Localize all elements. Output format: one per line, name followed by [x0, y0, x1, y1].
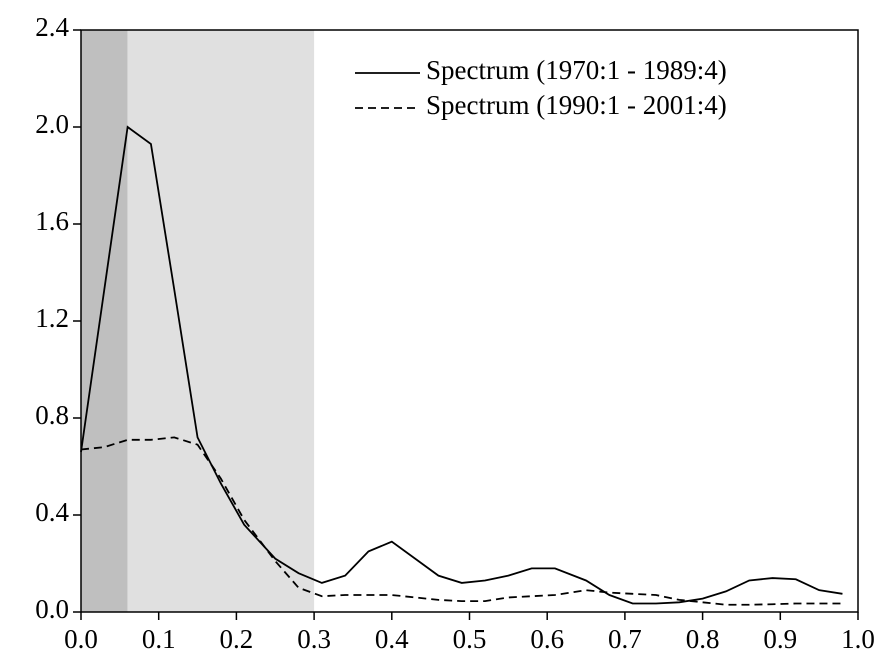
x-tick-label: 0.6: [530, 624, 564, 654]
x-tick-label: 0.1: [142, 624, 176, 654]
x-tick-label: 0.2: [220, 624, 254, 654]
series-line: [80, 125, 843, 605]
legend-label: Spectrum (1970:1 - 1989:4): [426, 55, 727, 85]
x-tick-label: 0.5: [453, 624, 487, 654]
y-tick-label: 0.8: [35, 400, 69, 430]
y-tick-label: 0.0: [35, 594, 69, 624]
x-tick-label: 0.3: [297, 624, 331, 654]
shaded-band: [127, 30, 315, 612]
x-tick-label: 1.0: [841, 624, 875, 654]
legend-label: Spectrum (1990:1 - 2001:4): [426, 90, 727, 120]
x-tick-label: 0.8: [686, 624, 720, 654]
series-line: [80, 436, 843, 606]
x-tick-label: 0.7: [608, 624, 642, 654]
shaded-band: [81, 30, 128, 612]
x-tick-label: 0.0: [64, 624, 98, 654]
plot-frame: [80, 29, 859, 613]
y-tick-label: 0.4: [35, 497, 69, 527]
y-tick-label: 1.6: [35, 206, 69, 236]
y-tick-label: 2.4: [35, 12, 69, 42]
x-tick-label: 0.4: [375, 624, 409, 654]
x-tick-label: 0.9: [763, 624, 797, 654]
y-tick-label: 1.2: [35, 303, 69, 333]
y-tick-label: 2.0: [35, 109, 69, 139]
